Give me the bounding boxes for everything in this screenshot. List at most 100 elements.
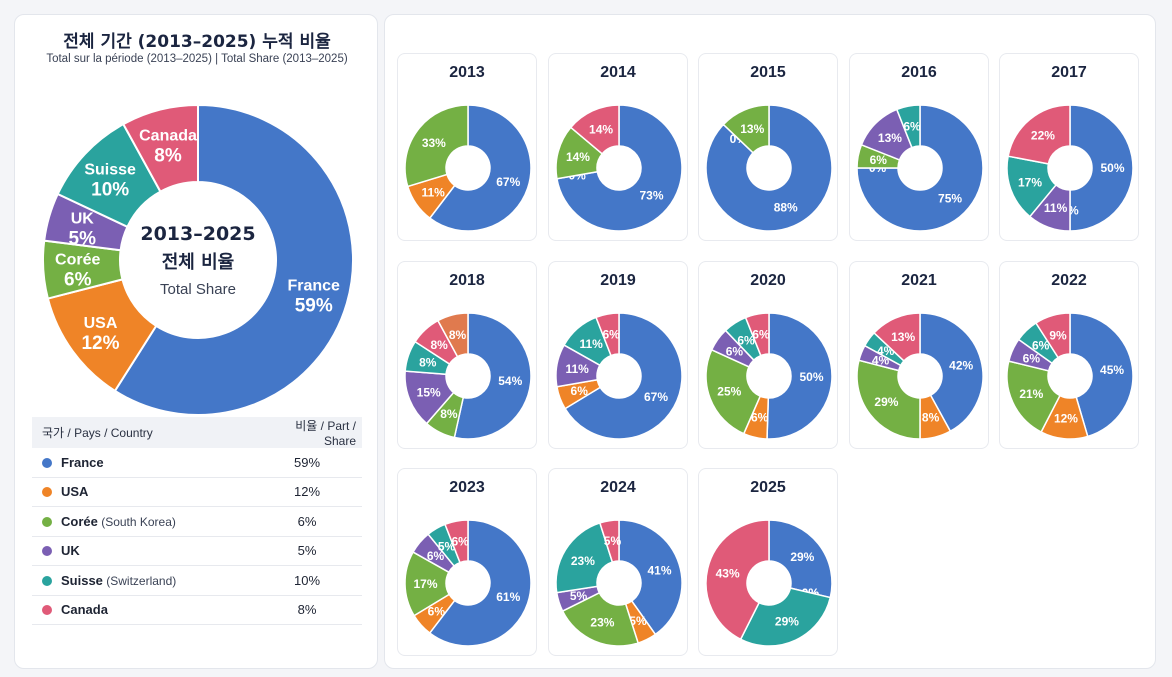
table-row: Suisse (Switzerland) 10% — [32, 565, 362, 596]
color-dot-icon — [42, 487, 52, 498]
total-label-value-cor-e: 6% — [64, 270, 92, 291]
y2014-label-france: 73% — [639, 189, 663, 203]
y2023-slice-canada — [444, 519, 469, 564]
y2015-slice-cor-e — [722, 104, 770, 154]
y2017-slice-canada — [1007, 104, 1071, 165]
y2017-slice-france — [1069, 104, 1134, 232]
y2023-slice-france — [428, 519, 532, 647]
y2024-label-france: 41% — [647, 563, 671, 577]
summary-title: 전체 기간 (2013–2025) 누적 비율 — [63, 32, 331, 52]
y2019-slice-france — [564, 312, 683, 440]
y2013-slice-cor-e — [404, 104, 469, 188]
year-donut-chart-2018: 54%8%15%8%8%8% — [404, 312, 532, 440]
year-title: 2022 — [1051, 272, 1087, 289]
year-card-2024: 2024 41% 5% 23% 5% 23% 5% — [548, 468, 688, 656]
y2022-label-usa: 12% — [1054, 412, 1078, 426]
year-card-2023: 2023 61% 6% 17% 6% 5% 6% — [397, 468, 537, 656]
year-card-2016: 2016 75%0%6%13%6% — [849, 53, 989, 241]
y2020-slice-cor-e — [705, 348, 762, 435]
y2023-slice-cor-e — [404, 551, 451, 617]
y2024-label-suisse: 23% — [571, 554, 595, 568]
year-donut-chart-2015: 88%0%13% — [705, 104, 833, 232]
y2016-label-cor-e: 6% — [870, 153, 888, 167]
year-card-2013: 2013 67% 11% 33% — [397, 53, 537, 241]
y2013-label-cor-e: 33% — [422, 136, 446, 150]
share-cell: 6% — [252, 506, 362, 537]
y2016-slice-france — [856, 104, 984, 232]
year-card-2021: 2021 42% 8% 29% 4% 4% 13% — [849, 261, 989, 449]
y2024-slice-suisse — [555, 522, 614, 594]
y2019-label-usa: 6% — [571, 384, 589, 398]
y2024-slice-france — [618, 519, 683, 636]
year-title: 2013 — [449, 64, 485, 81]
y2025-slice-canada — [705, 519, 770, 641]
year-title: 2021 — [901, 272, 937, 289]
y2020-label-canada: 6% — [752, 327, 770, 341]
y2020-slice-canada — [744, 312, 770, 357]
y2023-label-cor-e: 17% — [413, 577, 437, 591]
y2016-label-suisse: 6% — [903, 119, 921, 133]
y2025-slice-suisse — [739, 587, 832, 647]
y2013-label-france: 67% — [496, 175, 520, 189]
color-dot-icon — [42, 605, 52, 616]
y2024-label-usa: 5% — [629, 614, 647, 628]
total-label-name-cor-e: Corée — [55, 252, 100, 269]
y2020-label-usa: 6% — [751, 411, 769, 425]
y2024-label-uk: 5% — [570, 589, 588, 603]
year-donut-chart-2025: 29%0%0%29%43% — [705, 519, 833, 647]
country-name: Canada — [61, 602, 108, 618]
share-cell: 5% — [252, 536, 362, 566]
total-label-name-canada: Canada — [139, 127, 197, 144]
y2023-label-canada: 6% — [451, 534, 469, 548]
center-period-label: 2013–2025 — [140, 223, 255, 245]
total-label-name-suisse: Suisse — [84, 162, 136, 179]
color-dot-icon — [42, 457, 52, 468]
y2020-label-uk: 6% — [726, 345, 744, 359]
year-title: 2019 — [600, 272, 636, 289]
year-donut-chart-2017: 50%0%11%17%22% — [1006, 104, 1134, 232]
y2021-slice-canada — [873, 312, 921, 362]
y2024-slice-cor-e — [561, 591, 640, 647]
y2016-label-uk: 13% — [878, 131, 902, 145]
share-cell: 12% — [252, 477, 362, 507]
country-cell: France — [32, 448, 252, 478]
summary-subtitle: Total sur la période (2013–2025) | Total… — [46, 53, 348, 65]
total-label-name-france: France — [287, 278, 340, 295]
year-title: 2025 — [750, 479, 786, 496]
table-row: UK 5% — [32, 536, 362, 566]
y2018-label-canada: 8% — [430, 338, 448, 352]
y2021-label-cor-e: 29% — [874, 395, 898, 409]
year-donut-chart-2016: 75%0%6%13%6% — [856, 104, 984, 232]
y2019-label-suisse: 11% — [579, 337, 603, 351]
header-country: 국가 / Pays / Country — [32, 417, 252, 448]
country-name: Corée — [61, 513, 98, 529]
y2025-label-canada: 43% — [716, 566, 740, 580]
y2025-label-suisse: 29% — [775, 615, 799, 629]
year-title: 2023 — [449, 479, 485, 496]
y2017-label-canada: 22% — [1031, 128, 1055, 142]
y2025-slice-france — [768, 519, 833, 599]
year-card-2015: 2015 88%0%13% — [698, 53, 838, 241]
country-subname: (South Korea) — [97, 514, 176, 529]
y2023-label-uk: 6% — [427, 549, 445, 563]
y2017-label-suisse: 17% — [1018, 176, 1042, 190]
year-donut-chart-2023: 61%6%17%6%5%6% — [404, 519, 532, 647]
y2019-label-uk: 11% — [565, 362, 589, 376]
share-table: 국가 / Pays / Country 비율 / Part / Share Fr… — [32, 417, 362, 625]
y2023-label-usa: 6% — [428, 605, 446, 619]
y2017-label-uk: 11% — [1044, 201, 1068, 215]
country-name: France — [61, 454, 104, 470]
y2024-label-cor-e: 23% — [590, 615, 614, 629]
y2018-label-uk: 15% — [417, 385, 441, 399]
country-subname: (Switzerland) — [102, 573, 177, 588]
y2018-label-suisse: 8% — [419, 356, 437, 370]
year-donut-chart-2019: 67%6%11%11%6% — [555, 312, 683, 440]
y2016-label-france: 75% — [938, 191, 962, 205]
year-donut-chart-2020: 50%6%25%6%6%6% — [705, 312, 833, 440]
y2014-slice-france — [556, 104, 683, 232]
y2014-slice-canada — [569, 104, 620, 155]
year-title: 2015 — [750, 64, 786, 81]
share-cell: 8% — [252, 595, 362, 625]
total-slice-france — [113, 103, 354, 415]
